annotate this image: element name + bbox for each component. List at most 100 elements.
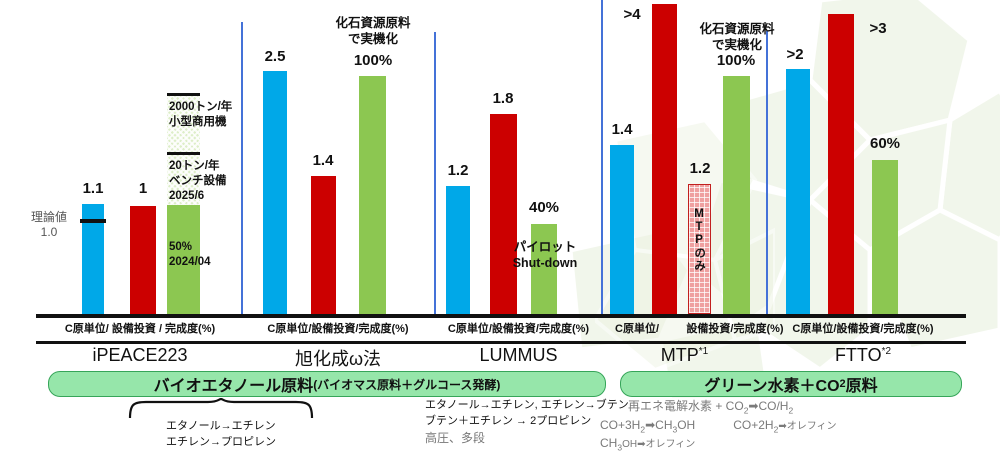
annotation-mtp: 化石資源原料 で実機化: [676, 22, 798, 53]
bar-value-lummus-c-unit: 1.2: [447, 162, 469, 179]
annotation-line2: で実機化: [347, 31, 398, 46]
group-separator-2: [434, 32, 436, 314]
bar-value-ftto-capex: >3: [869, 20, 887, 37]
bar-mtp-capex[interactable]: [652, 4, 677, 314]
bar-lummus-completion[interactable]: [531, 224, 557, 314]
bar-asahi-capex[interactable]: [311, 176, 336, 314]
note-line2: Shut-down: [512, 255, 578, 270]
note-green-line2-c: OH: [677, 417, 696, 432]
note-ipeace: エタノール→エチレン エチレン→プロピレン: [166, 419, 276, 451]
bar-label-mtp-only: MTPのみ: [693, 208, 706, 272]
note-lummus-line3: 高圧、多段: [425, 430, 486, 445]
group-separator-4: [766, 31, 768, 314]
bar-asahi-completion[interactable]: [359, 76, 386, 314]
bar-note-ipeace-20ton: 20トン/年 ベンチ設備 2025/6: [169, 159, 227, 204]
bar-segment-2000ton: [167, 93, 200, 205]
banner-green-post: 原料: [845, 378, 878, 395]
note-green-line1: 再エネ電解水素 + CO2➡CO/H2: [600, 398, 837, 417]
bar-mtp-c-unit[interactable]: [610, 145, 634, 314]
note-lummus-pilot: パイロット Shut-down: [498, 240, 592, 271]
bar-note-line3: 2025/6: [169, 189, 205, 202]
bar-note-line2: 小型商用機: [169, 115, 227, 128]
banner-green-sub: 2: [839, 378, 846, 390]
brace-ipeace: [128, 398, 314, 418]
bar-value-mtp-completion: 100%: [716, 52, 756, 69]
bar-ftto-c-unit[interactable]: [786, 69, 810, 314]
axis-caption-mtp-right: 設備投資/完成度(%): [686, 323, 784, 335]
bar-ipeace-c-unit[interactable]: [82, 204, 104, 314]
group-name-mtp-sup: *1: [698, 346, 709, 357]
theoretical-value-marker: [80, 219, 106, 223]
axis-caption-ftto: C原単位/設備投資/完成度(%): [792, 323, 934, 335]
note-green-line2-b: ➡CH: [645, 417, 673, 432]
note-lummus-line1: エタノール→エチレン, エチレン→ブテン: [425, 399, 629, 411]
bar-value-ftto-c-unit: >2: [786, 46, 804, 63]
bar-ipeace-completion[interactable]: [167, 93, 200, 314]
group-name-ftto-text: FTTO: [834, 345, 882, 365]
group-name-mtp-text: MTP: [660, 345, 699, 365]
bar-value-mtp-capex-only: 1.2: [689, 160, 711, 177]
note-green-line2: CO+3H2➡CH3OH CO+2H2➡オレフィン: [600, 417, 837, 436]
banner-green-pre: グリーン水素＋CO: [704, 378, 840, 395]
plot-area: 理論値 1.0 1.1 1 2000トン/年 小型商用機 20トン/年 ベンチ設…: [18, 0, 966, 369]
note-lummus-line2: ブテン＋エチレン → 2プロピレン: [425, 414, 592, 427]
bar-value-mtp-capex: >4: [623, 6, 641, 23]
bar-note-line1: 20トン/年: [169, 160, 220, 172]
bar-value-ipeace-c-unit: 1.1: [82, 180, 104, 197]
axis-caption-mtp-left: C原単位/: [615, 323, 659, 335]
banner-bioethanol-main: バイオエタノール原料: [153, 378, 314, 395]
bar-asahi-c-unit[interactable]: [263, 71, 287, 314]
axis-baseline: [36, 314, 966, 318]
note-green-hydrogen: 再エネ電解水素 + CO2➡CO/H2 CO+3H2➡CH3OH CO+2H2➡オ…: [600, 398, 837, 454]
note-line1: パイロット: [513, 240, 577, 254]
bar-note-ipeace-50pct: 50% 2024/04: [169, 240, 211, 270]
bar-lummus-capex[interactable]: [490, 114, 517, 314]
note-green-line2-right-a: CO+2H: [733, 417, 774, 432]
bar-mtp-capex-only[interactable]: [688, 184, 711, 314]
banner-green-hydrogen: グリーン水素＋CO 2 原料: [620, 371, 962, 397]
bar-note-line2: ベンチ設備: [169, 174, 227, 187]
bar-ftto-capex[interactable]: [828, 14, 854, 314]
bar-note-line2: 2024/04: [169, 255, 211, 268]
axis-underline: [36, 341, 966, 344]
bar-value-ipeace-capex: 1: [138, 180, 148, 197]
annotation-line1: 化石資源原料: [335, 16, 411, 30]
bar-value-lummus-capex: 1.8: [492, 90, 514, 107]
group-separator-3: [601, 0, 603, 315]
axis-caption-ipeace: C原単位/ 設備投資 / 完成度(%): [64, 323, 216, 335]
axis-caption-asahi: C原単位/設備投資/完成度(%): [267, 323, 409, 335]
bar-value-asahi-completion: 100%: [353, 52, 393, 69]
group-name-ftto-sup: *2: [881, 346, 892, 357]
group-name-ftto: FTTO*2: [768, 345, 958, 366]
annotation-line1: 化石資源原料: [699, 22, 775, 36]
bar-ftto-completion[interactable]: [872, 160, 898, 314]
bar-mtp-completion[interactable]: [723, 76, 750, 314]
theoretical-value-line2: 1.0: [40, 225, 58, 239]
segment-divider-top: [167, 93, 200, 96]
group-name-lummus: LUMMUS: [479, 345, 558, 365]
bar-ipeace-capex[interactable]: [130, 206, 156, 314]
group-name-asahi: 旭化成ω法: [294, 349, 382, 369]
note-green-line1-a: 再エネ電解水素 + CO: [628, 399, 744, 413]
note-green-line3-a: CH: [600, 436, 618, 451]
bar-value-asahi-capex: 1.4: [312, 152, 334, 169]
bar-value-asahi-c-unit: 2.5: [264, 48, 286, 65]
note-green-line1-sub2: 2: [788, 405, 794, 416]
group-name-mtp: MTP*1: [602, 345, 767, 366]
group-separator-1: [241, 22, 243, 314]
bar-value-lummus-completion: 40%: [528, 199, 560, 216]
note-green-line2-sub2: 3: [672, 424, 678, 435]
note-green-line2-right-sub: 2: [773, 424, 779, 435]
banner-bioethanol-sub: (バイオマス原料＋グルコース発酵): [313, 377, 501, 392]
bar-note-ipeace-2000ton: 2000トン/年 小型商用機: [169, 100, 232, 130]
note-green-line2-right-b: ➡オレフィン: [778, 420, 837, 432]
bar-note-line1: 2000トン/年: [169, 101, 233, 113]
annotation-asahi: 化石資源原料 で実機化: [312, 16, 434, 47]
theoretical-value-label: 理論値 1.0: [18, 210, 80, 240]
bar-lummus-c-unit[interactable]: [446, 186, 470, 314]
banner-bioethanol: バイオエタノール原料 (バイオマス原料＋グルコース発酵): [48, 371, 606, 397]
segment-divider-middle: [167, 152, 200, 155]
bar-value-mtp-c-unit: 1.4: [611, 121, 633, 138]
note-green-line3-b: OH➡オレフィン: [622, 439, 696, 451]
